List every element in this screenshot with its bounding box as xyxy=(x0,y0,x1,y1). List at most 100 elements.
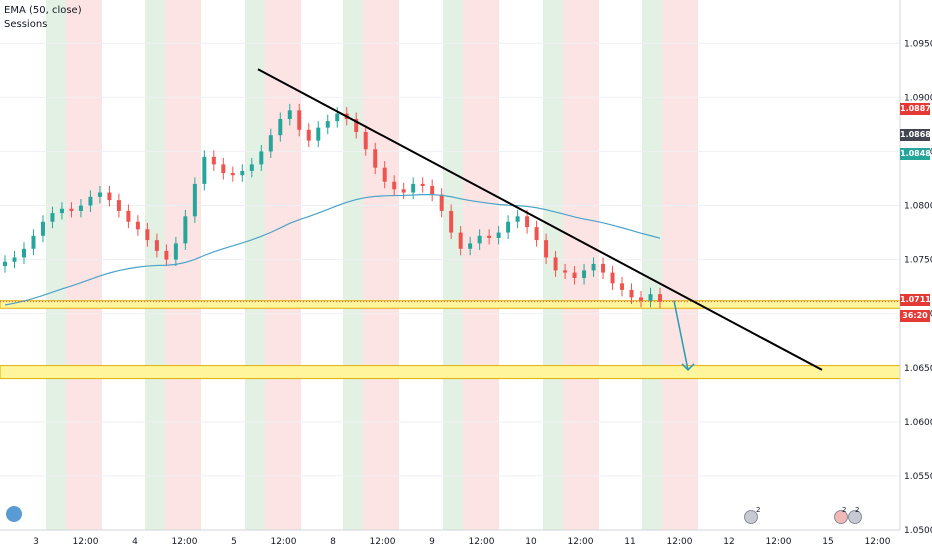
price-axis-label: 1.07500 xyxy=(904,256,932,266)
candle-body xyxy=(40,221,45,236)
candle-body xyxy=(534,227,539,241)
time-axis-label: 12:00 xyxy=(568,537,594,547)
candle-body xyxy=(401,189,406,193)
candle-body xyxy=(21,248,26,258)
time-axis-label: 10 xyxy=(525,537,537,547)
candle-body xyxy=(211,156,216,165)
candle-body xyxy=(297,110,302,130)
candle-body xyxy=(373,149,378,168)
candle-body xyxy=(306,129,311,141)
projection-arrow xyxy=(673,300,689,371)
candle-body xyxy=(477,235,482,244)
candle-body xyxy=(183,216,188,244)
candle-body xyxy=(145,229,150,241)
price-tag-ema: 1.08489 xyxy=(900,148,932,160)
countdown-tag: 36:20 xyxy=(900,310,930,322)
event-icon[interactable] xyxy=(834,510,848,524)
candle-body xyxy=(325,121,330,128)
price-tag-mid: 1.08683 xyxy=(900,129,932,141)
time-axis-label: 12:00 xyxy=(73,537,99,547)
candle-body xyxy=(449,210,454,233)
candle-body xyxy=(240,170,245,176)
candle-body xyxy=(88,196,93,206)
candle-body xyxy=(173,243,178,260)
candle-body xyxy=(154,240,159,251)
session-band xyxy=(642,0,662,530)
price-axis-label: 1.09500 xyxy=(904,39,932,49)
candle-body xyxy=(3,261,7,267)
candle-body xyxy=(107,192,112,201)
candle-body xyxy=(230,173,235,176)
support-zone xyxy=(0,365,901,380)
session-band xyxy=(46,0,66,530)
session-band xyxy=(245,0,265,530)
price-tag-high: 1.08877 xyxy=(900,103,932,115)
event-badge: 2 xyxy=(855,506,860,514)
time-axis-label: 4 xyxy=(132,537,138,547)
candle-body xyxy=(78,205,83,211)
candle-body xyxy=(50,213,55,222)
candle-body xyxy=(116,200,121,211)
session-band xyxy=(463,0,499,530)
candle-body xyxy=(639,297,644,301)
candle-body xyxy=(430,186,435,195)
candle-body xyxy=(648,294,653,301)
session-band xyxy=(443,0,463,530)
event-badge: 2 xyxy=(842,506,847,514)
arrow-head xyxy=(681,363,695,371)
time-axis-label: 15 xyxy=(822,537,833,547)
tradingview-logo[interactable] xyxy=(6,506,22,522)
candle-body xyxy=(97,192,102,197)
price-axis-label: 1.06500 xyxy=(904,364,932,374)
price-axis-label: 1.05000 xyxy=(904,526,932,536)
price-tag-last: 1.07111 xyxy=(900,294,932,306)
session-band xyxy=(662,0,698,530)
candle-body xyxy=(268,135,273,152)
candle-body xyxy=(164,250,169,260)
time-axis-label: 12:00 xyxy=(271,537,297,547)
time-axis-label: 12:00 xyxy=(766,537,792,547)
candle-body xyxy=(601,263,606,273)
price-axis-label: 1.06000 xyxy=(904,418,932,428)
candle-body xyxy=(135,221,140,230)
candle-body xyxy=(420,183,425,187)
event-icon[interactable] xyxy=(744,510,758,524)
candle-body xyxy=(382,167,387,182)
candle-body xyxy=(582,270,587,278)
event-icon[interactable] xyxy=(848,510,862,524)
time-axis-label: 12:00 xyxy=(172,537,198,547)
candle-body xyxy=(31,235,36,249)
time-axis-label: 12:00 xyxy=(865,537,891,547)
candle-body xyxy=(563,270,568,273)
time-axis-label: 9 xyxy=(429,537,435,547)
session-band xyxy=(343,0,363,530)
price-axis-label: 1.09000 xyxy=(904,93,932,103)
candle-body xyxy=(287,110,292,119)
legend-ema[interactable]: EMA (50, close) xyxy=(4,5,82,16)
session-band xyxy=(543,0,563,530)
candle-body xyxy=(69,208,74,211)
candle-body xyxy=(249,164,254,171)
candle-body xyxy=(278,118,283,136)
candle-body xyxy=(259,151,264,165)
time-axis-label: 11 xyxy=(624,537,635,547)
event-badge: 2 xyxy=(756,506,761,514)
candle-body xyxy=(544,240,549,258)
session-band xyxy=(265,0,301,530)
candle-body xyxy=(591,263,596,271)
candle-body xyxy=(629,289,634,298)
time-axis-label: 8 xyxy=(330,537,336,547)
candle-body xyxy=(658,294,662,302)
candle-body xyxy=(12,257,17,262)
time-axis-label: 12 xyxy=(723,537,734,547)
legend-sessions[interactable]: Sessions xyxy=(4,19,48,30)
candle-body xyxy=(525,216,530,228)
price-axis-label: 1.08000 xyxy=(904,202,932,212)
price-axis-label: 1.05500 xyxy=(904,472,932,482)
candle-body xyxy=(496,232,501,238)
candle-body xyxy=(515,216,520,222)
session-band xyxy=(66,0,102,530)
session-band xyxy=(363,0,399,530)
